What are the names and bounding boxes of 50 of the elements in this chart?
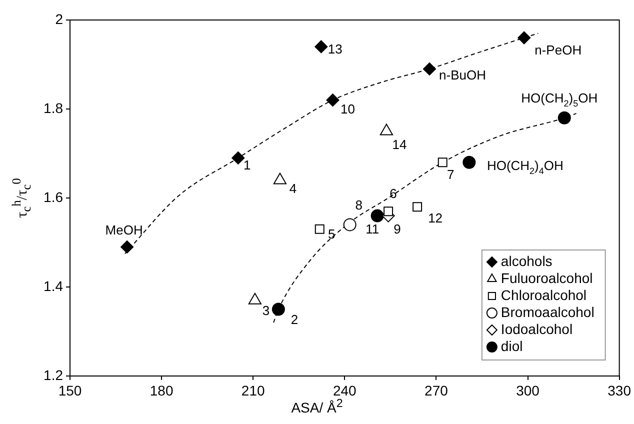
x-axis-title: ASA/ Å$^{2}$	[290, 397, 344, 416]
annotation: 7	[447, 166, 454, 182]
annotation: n-BuOH	[439, 68, 486, 83]
annotation: 14	[392, 136, 407, 152]
legend-label: Chloroalcohol	[500, 286, 587, 303]
point	[314, 40, 328, 54]
annotation: 4	[289, 180, 297, 196]
legend-label: Fuluoroalcohol	[500, 270, 593, 286]
point	[370, 209, 384, 222]
annotation: 5	[328, 226, 336, 242]
x-tick-label: 210	[241, 382, 265, 398]
x-tick-label: 240	[332, 382, 357, 398]
annotation: 12	[428, 210, 443, 226]
point	[314, 224, 324, 234]
point	[232, 151, 245, 164]
point	[518, 31, 531, 44]
legend-label: Iodoalcohol	[500, 320, 573, 337]
annotation: MeOH	[105, 222, 143, 238]
point	[343, 218, 356, 232]
x-tick-label: 330	[608, 382, 632, 398]
annotation: 9	[394, 221, 401, 236]
annotation: 3	[262, 302, 270, 318]
point	[326, 94, 340, 107]
annotation: 11	[366, 221, 380, 236]
legend-label: diol	[500, 338, 523, 354]
y-tick-label: 1.4	[44, 278, 64, 294]
x-tick-label: 180	[150, 382, 174, 398]
x-tick-label: 300	[516, 382, 540, 398]
x-tick-label: 150	[58, 382, 82, 398]
annotation: 13	[328, 41, 342, 56]
annotation: 1	[244, 158, 251, 173]
x-tick-label: 270	[424, 382, 448, 398]
point	[384, 206, 394, 216]
annotation: 10	[340, 102, 355, 117]
annotation: n-PeOH	[534, 42, 582, 58]
point	[462, 156, 476, 169]
point	[120, 240, 134, 254]
point	[272, 302, 285, 316]
annotation: 2	[290, 312, 298, 327]
point	[558, 111, 571, 124]
y-tick-label: 1.8	[44, 100, 64, 116]
y-tick-label: 2	[55, 10, 64, 27]
y-tick-label: 1.6	[44, 188, 64, 205]
annotation: 8	[355, 197, 362, 212]
legend-label: alcohols	[500, 252, 552, 269]
y-tick-label: 1.2	[44, 366, 64, 383]
legend-label: Bromoaalcohol	[500, 304, 594, 320]
point	[423, 62, 436, 76]
point	[438, 158, 448, 168]
point	[412, 202, 422, 212]
